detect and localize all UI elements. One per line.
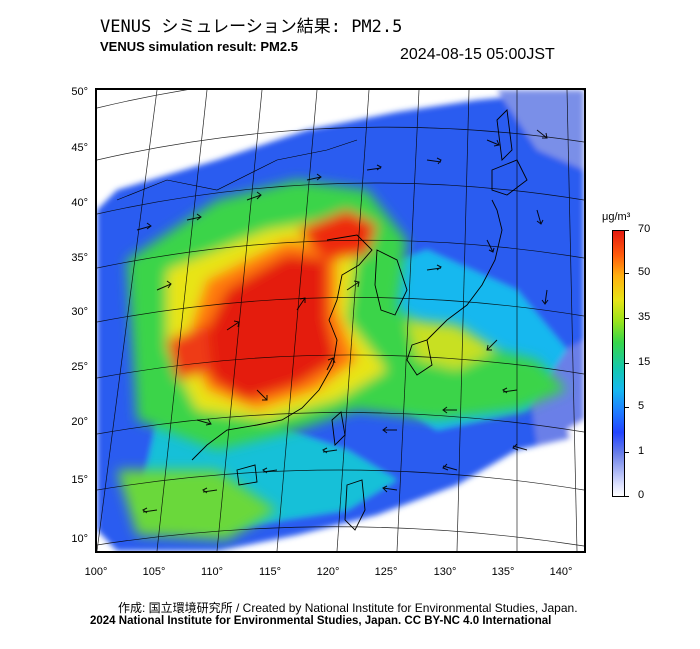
colorbar-tick-50: 50 <box>638 266 651 278</box>
credit-copyright: 2024 National Institute for Environmenta… <box>90 615 552 627</box>
concentration-field-2 <box>117 180 567 540</box>
hokkaido <box>491 159 528 196</box>
colorbar-tick-0: 0 <box>638 489 645 501</box>
field-red-west <box>167 325 212 380</box>
colorbar-tickmark-50 <box>624 273 629 274</box>
colorbar-tickmark-70 <box>624 230 629 231</box>
lat-label-20: 20° <box>71 416 88 428</box>
coastlines <box>116 109 528 531</box>
lat-label-25: 25° <box>71 361 88 373</box>
colorbar-tick-5: 5 <box>638 400 645 412</box>
field-red-core <box>202 255 337 400</box>
korea <box>374 249 408 316</box>
colorbar-tick-35: 35 <box>638 311 651 323</box>
pm25-map <box>97 90 584 551</box>
lon-label-110: 110° <box>201 566 223 578</box>
border-inland <box>116 139 358 201</box>
lon-label-135: 135° <box>491 566 515 578</box>
lon-label-130: 130° <box>433 566 457 578</box>
colorbar-tick-15: 15 <box>638 356 651 368</box>
japan-honshu <box>426 199 503 341</box>
field-lowblue-ne <box>497 90 584 170</box>
timestamp: 2024-08-15 05:00JST <box>400 46 555 63</box>
lon-label-100: 100° <box>84 566 108 578</box>
colorbar-tickmark-1 <box>624 452 629 453</box>
lat-label-45: 45° <box>71 142 88 154</box>
lon-label-115: 115° <box>259 566 281 578</box>
colorbar-tickmark-0 <box>624 496 629 497</box>
title-en: VENUS simulation result: PM2.5 <box>100 39 298 54</box>
taiwan <box>331 411 346 446</box>
colorbar-tick-70: 70 <box>638 223 651 235</box>
wind-vectors <box>136 129 549 514</box>
japan-kyushu <box>406 339 433 376</box>
field-red-north <box>297 210 377 260</box>
field-white-gap <box>567 420 584 450</box>
colorbar-tick-1: 1 <box>638 445 645 457</box>
lat-label-15: 15° <box>71 474 88 486</box>
hainan <box>236 464 258 486</box>
sakhalin <box>496 109 513 161</box>
colorbar-unit: μg/m³ <box>602 211 631 223</box>
philippines <box>344 479 366 531</box>
lon-label-120: 120° <box>316 566 340 578</box>
field-green-sw <box>117 470 277 540</box>
lat-label-10: 10° <box>71 533 88 545</box>
lat-label-40: 40° <box>71 197 88 209</box>
china-coast <box>191 234 373 461</box>
colorbar-tickmark-5 <box>624 407 629 408</box>
graticule <box>97 90 584 551</box>
lat-label-30: 30° <box>71 306 88 318</box>
title-jp: VENUS シミュレーション結果: PM2.5 <box>100 17 403 37</box>
credit-created: 作成: 国立環境研究所 / Created by National Instit… <box>118 601 578 615</box>
colorbar-tickmark-15 <box>624 363 629 364</box>
lon-label-105: 105° <box>142 566 166 578</box>
lon-label-125: 125° <box>374 566 398 578</box>
lon-label-140: 140° <box>549 566 573 578</box>
lat-label-50: 50° <box>71 86 88 98</box>
lat-label-35: 35° <box>71 252 88 264</box>
colorbar-tickmark-35 <box>624 318 629 319</box>
map-frame <box>95 88 586 553</box>
